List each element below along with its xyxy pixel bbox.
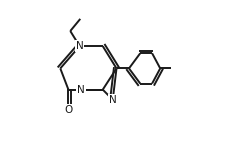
Text: O: O bbox=[64, 105, 72, 115]
Text: N: N bbox=[109, 95, 117, 105]
Text: N: N bbox=[76, 41, 83, 51]
Text: N: N bbox=[77, 85, 85, 95]
